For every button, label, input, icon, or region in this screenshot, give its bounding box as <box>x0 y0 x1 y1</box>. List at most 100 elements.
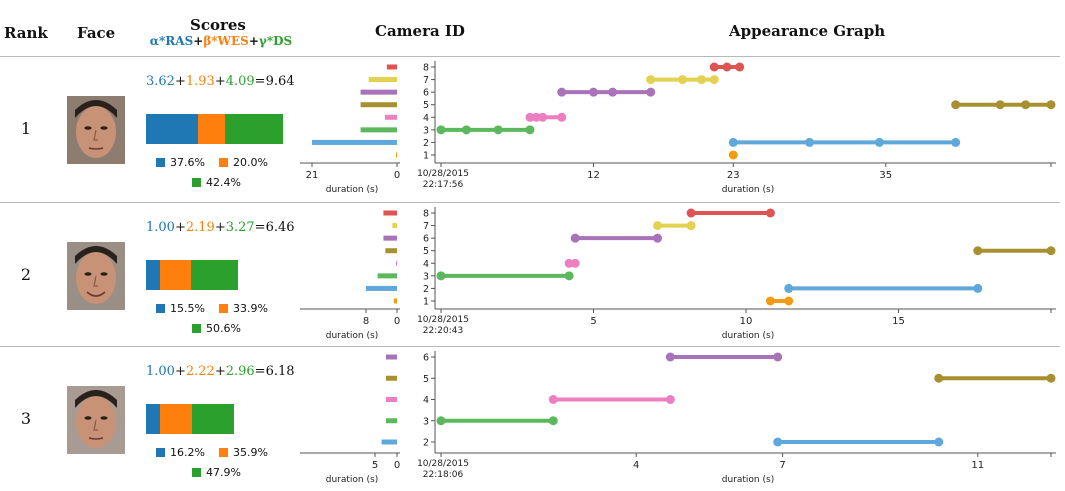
camera-tick-label: 2 <box>423 138 429 149</box>
legend-wes: 35.9% <box>219 446 268 459</box>
face-portrait <box>67 242 125 310</box>
appearance-point-camera-2 <box>973 283 983 293</box>
score-term: 2.96 <box>225 364 255 379</box>
appearance-point-camera-4 <box>557 112 567 122</box>
appearance-point-camera-6 <box>608 87 618 97</box>
camera-tick-label: 3 <box>423 416 429 427</box>
face-nose <box>93 275 98 287</box>
appearance-point-camera-4 <box>538 112 548 122</box>
face-eye <box>84 126 92 130</box>
appearance-point-camera-1 <box>765 296 775 306</box>
duration-bar-camera-4 <box>384 114 397 120</box>
camera-tick-label: 6 <box>423 88 429 99</box>
appearance-point-camera-7 <box>686 221 696 231</box>
wes-segment <box>160 404 192 434</box>
start-time-label: 22:20:43 <box>423 326 463 336</box>
appearance-point-camera-7 <box>653 221 663 231</box>
rank-number: 1 <box>20 119 32 138</box>
duration-bar-camera-2 <box>381 439 397 445</box>
legend-label: 42.4% <box>206 176 241 189</box>
appearance-point-camera-1 <box>784 296 794 306</box>
duration-axis-label: duration (s) <box>326 475 378 485</box>
score-term: 2.22 <box>185 364 215 379</box>
legend-label: 35.9% <box>233 446 268 459</box>
duration-axis-label: duration (s) <box>326 185 378 195</box>
appearance-point-camera-5 <box>1021 100 1031 110</box>
appearance-point-camera-3 <box>436 125 446 135</box>
duration-bar-camera-8 <box>383 210 397 216</box>
appearance-axis-label: duration (s) <box>722 475 774 485</box>
legend-swatch <box>219 158 228 167</box>
formula-part: α*RAS <box>149 34 194 48</box>
appearance-point-camera-2 <box>728 137 738 147</box>
camera-tick-label: 7 <box>423 75 429 86</box>
appearance-point-camera-4 <box>548 395 558 404</box>
appearance-tick-label: 4 <box>633 460 639 471</box>
face-hair <box>75 100 117 118</box>
appearance-tick-label: 35 <box>879 170 892 181</box>
appearance-point-camera-8 <box>765 208 775 218</box>
appearance-point-camera-6 <box>653 233 663 243</box>
duration-tick-label: 0 <box>394 170 400 181</box>
legend-label: 33.9% <box>233 302 268 315</box>
appearance-point-camera-5 <box>951 100 961 110</box>
appearance-point-camera-5 <box>934 373 944 383</box>
start-date-label: 10/28/2015 <box>417 459 469 469</box>
appearance-point-camera-6 <box>570 233 580 243</box>
camera-tick-label: 4 <box>423 113 429 124</box>
duration-bar-camera-6 <box>383 235 397 241</box>
ds-segment <box>224 114 283 144</box>
appearance-tick-label: 15 <box>892 316 905 327</box>
legend-swatch <box>192 178 201 187</box>
duration-bar-camera-2 <box>312 139 397 145</box>
score-term: + <box>174 74 186 89</box>
row-divider <box>0 202 1060 203</box>
start-time-label: 22:18:06 <box>423 470 464 480</box>
header-divider <box>0 56 1060 57</box>
score-bar <box>146 260 238 290</box>
appearance-point-camera-4 <box>531 112 541 122</box>
camera-id-header: Camera ID <box>375 22 465 40</box>
appearance-point-camera-6 <box>557 87 567 97</box>
score-bar <box>146 114 283 144</box>
score-formula: α*RAS+β*WES+γ*DS <box>146 34 296 48</box>
camera-tick-label: 2 <box>423 438 429 449</box>
appearance-tick-label: 23 <box>727 170 740 181</box>
score-term: 3.27 <box>225 220 255 235</box>
legend-label: 47.9% <box>206 466 241 479</box>
appearance-point-camera-4 <box>525 112 535 122</box>
face-portrait <box>67 386 125 454</box>
duration-bar-camera-8 <box>386 64 397 70</box>
legend-wes: 33.9% <box>219 302 268 315</box>
appearance-point-camera-8 <box>722 62 732 72</box>
appearance-point-camera-8 <box>735 62 745 72</box>
legend-swatch <box>156 304 165 313</box>
appearance-point-camera-3 <box>461 125 471 135</box>
appearance-point-camera-4 <box>570 258 580 268</box>
score-term: 1.00 <box>146 220 175 235</box>
duration-bar-camera-7 <box>368 77 397 83</box>
duration-tick-label: 0 <box>394 316 400 327</box>
face-eye <box>84 416 92 420</box>
duration-bar-camera-3 <box>377 273 397 279</box>
face-image <box>67 96 125 164</box>
score-equation: 3.62+1.93+4.09=9.64 <box>146 74 306 89</box>
score-equation: 1.00+2.22+2.96=6.18 <box>146 364 306 379</box>
duration-bar-camera-5 <box>386 375 397 381</box>
duration-bar-camera-6 <box>386 354 397 360</box>
appearance-point-camera-2 <box>773 437 783 447</box>
legend-swatch <box>192 324 201 333</box>
duration-bar-camera-5 <box>360 102 397 108</box>
appearance-point-camera-6 <box>773 352 783 362</box>
duration-bar-camera-3 <box>360 127 397 133</box>
duration-tick-label: 21 <box>306 170 319 181</box>
appearance-point-camera-3 <box>436 416 446 426</box>
face-eye <box>100 416 108 420</box>
appearance-point-camera-6 <box>665 352 675 362</box>
face-nose <box>93 419 98 431</box>
legend-ras: 37.6% <box>156 156 205 169</box>
face-mouth <box>88 437 104 440</box>
wes-segment <box>197 114 225 144</box>
face-eye <box>100 272 108 276</box>
face-mouth <box>88 147 104 150</box>
